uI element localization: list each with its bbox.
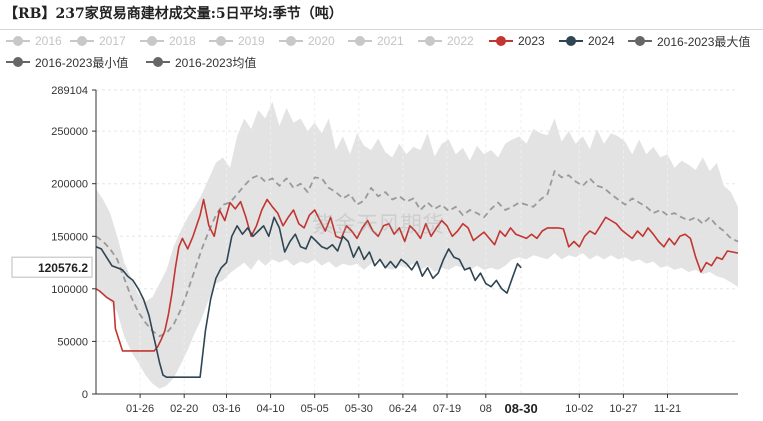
legend-symbol bbox=[140, 36, 164, 46]
legend-item-5[interactable]: 2021 bbox=[348, 32, 404, 50]
legend-label: 2022 bbox=[447, 34, 474, 48]
legend-label: 2023 bbox=[518, 34, 545, 48]
x-tick-label: 05-30 bbox=[345, 403, 373, 415]
legend-label: 2020 bbox=[308, 34, 335, 48]
legend-item-3[interactable]: 2019 bbox=[209, 32, 265, 50]
y-tick-label: 289104 bbox=[51, 85, 88, 97]
legend-item-10[interactable]: 2016-2023最小值 bbox=[6, 53, 128, 71]
x-pointer-date: 08-30 bbox=[504, 401, 537, 416]
legend-item-6[interactable]: 2022 bbox=[418, 32, 474, 50]
x-tick-label: 04-10 bbox=[257, 403, 285, 415]
max-min-band bbox=[96, 101, 738, 389]
legend-symbol bbox=[6, 57, 30, 67]
x-tick-label: 02-20 bbox=[170, 403, 198, 415]
legend-item-11[interactable]: 2016-2023均值 bbox=[146, 53, 256, 71]
y-tick-label: 150000 bbox=[51, 231, 88, 243]
legend-item-9[interactable]: 2016-2023最大值 bbox=[628, 32, 750, 50]
band-layer bbox=[96, 101, 738, 389]
legend-label: 2016-2023最小值 bbox=[35, 55, 129, 70]
legend-symbol bbox=[348, 36, 372, 46]
legend-symbol bbox=[628, 36, 652, 46]
series-layer bbox=[95, 170, 739, 378]
legend-label: 2016 bbox=[35, 34, 62, 48]
x-tick-label: 08 bbox=[480, 403, 492, 415]
legend-item-8[interactable]: 2024 bbox=[559, 32, 615, 50]
y-tick-label: 50000 bbox=[57, 336, 88, 348]
x-pointer-tag-box bbox=[497, 397, 546, 416]
x-tick-label: 05-05 bbox=[301, 403, 329, 415]
legend-symbol bbox=[559, 36, 583, 46]
x-tick-label: 01-26 bbox=[126, 403, 154, 415]
legend-item-1[interactable]: 2017 bbox=[70, 32, 126, 50]
watermark-text: 紫金天风期货 bbox=[312, 213, 444, 238]
pointer-layer: 120576.2 08-30 bbox=[11, 256, 546, 416]
legend-symbol bbox=[70, 36, 94, 46]
x-tick-label: 10-02 bbox=[565, 403, 593, 415]
legend-label: 2018 bbox=[169, 34, 196, 48]
series-line-2024 bbox=[95, 216, 522, 378]
series-line-2016-2023均值 bbox=[95, 170, 739, 338]
x-tick-label: 10-27 bbox=[609, 403, 637, 415]
legend-symbol bbox=[418, 36, 442, 46]
x-tick-label: 11-21 bbox=[654, 403, 681, 415]
legend-label: 2021 bbox=[377, 34, 404, 48]
y-tick-label: 250000 bbox=[51, 126, 88, 138]
legend-label: 2016-2023均值 bbox=[175, 55, 257, 70]
legend-item-4[interactable]: 2020 bbox=[279, 32, 335, 50]
legend-label: 2016-2023最大值 bbox=[657, 34, 751, 49]
x-tick-label: 07-19 bbox=[433, 403, 461, 415]
title-divider bbox=[0, 29, 763, 30]
legend-item-7[interactable]: 2023 bbox=[489, 32, 545, 50]
y-pointer-tag-box bbox=[11, 256, 93, 278]
legend-label: 2017 bbox=[99, 34, 126, 48]
chart-canvas: 紫金天风期货 0 50000 100000 150000 200000 250000 289… bbox=[11, 85, 739, 416]
legend-symbol bbox=[209, 36, 233, 46]
x-tick-label: 06-24 bbox=[389, 403, 417, 415]
legend-label: 2019 bbox=[238, 34, 265, 48]
y-tick-label: 200000 bbox=[51, 179, 88, 191]
legend-item-2[interactable]: 2018 bbox=[140, 32, 196, 50]
x-tick-label: 03-16 bbox=[212, 403, 240, 415]
series-line-2023 bbox=[95, 198, 739, 352]
legend-item-0[interactable]: 2016 bbox=[6, 32, 62, 50]
chart-title: 【RB】237家贸易商建材成交量:5日平均:季节（吨） bbox=[4, 6, 343, 22]
y-pointer-value: 120576.2 bbox=[38, 261, 88, 275]
legend-label: 2024 bbox=[588, 34, 615, 48]
legend-symbol bbox=[489, 36, 513, 46]
legend-symbol bbox=[146, 57, 170, 67]
y-tick-label: 100000 bbox=[51, 284, 88, 296]
y-tick-label: 0 bbox=[82, 389, 88, 401]
axis-layer: 0 50000 100000 150000 200000 250000 289104 01-2… bbox=[51, 85, 738, 415]
legend-symbol bbox=[279, 36, 303, 46]
legend-symbol bbox=[6, 36, 30, 46]
